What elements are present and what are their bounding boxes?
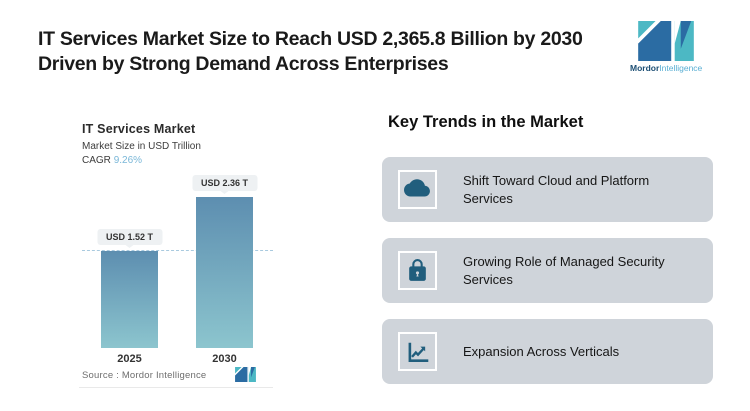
- bar-2030: [196, 197, 253, 348]
- trend-label: Expansion Across Verticals: [463, 343, 620, 359]
- chart-subtitle: Market Size in USD Trillion: [82, 141, 201, 152]
- lock-icon: [398, 251, 437, 290]
- value-label-2025: USD 1.52 T: [96, 229, 163, 245]
- mordor-m-glyph-icon: [638, 21, 694, 61]
- bar-2025: [101, 251, 158, 348]
- trend-label: Shift Toward Cloud and Platform Services: [463, 172, 650, 206]
- x-axis-label-2030: 2030: [212, 353, 237, 365]
- chart-cagr: CAGR 9.26%: [82, 155, 142, 166]
- trend-card-security: Growing Role of Managed Security Service…: [382, 238, 713, 303]
- logo-brand-light: Intelligence: [659, 63, 703, 73]
- cagr-label: CAGR: [82, 155, 111, 166]
- x-axis-label-2025: 2025: [117, 353, 142, 365]
- trend-label: Growing Role of Managed Security Service…: [463, 253, 665, 287]
- trends-heading: Key Trends in the Market: [388, 113, 584, 131]
- trend-card-cloud: Shift Toward Cloud and Platform Services: [382, 157, 713, 222]
- cagr-value: 9.26%: [113, 155, 143, 166]
- mordor-m-glyph-small-icon: [235, 367, 256, 382]
- line-chart-icon: [398, 332, 437, 371]
- bar-chart: USD 1.52 T USD 2.36 T: [82, 175, 273, 348]
- cloud-icon: [398, 170, 437, 209]
- chart-source: Source : Mordor Intelligence: [82, 370, 207, 381]
- chart-title: IT Services Market: [82, 122, 196, 136]
- page-title: IT Services Market Size to Reach USD 2,3…: [38, 28, 583, 76]
- mordor-logo-small: [235, 367, 256, 387]
- mordor-logo: MordorIntelligence: [630, 21, 702, 73]
- mordor-logo-wordmark: MordorIntelligence: [630, 63, 702, 73]
- trend-card-verticals: Expansion Across Verticals: [382, 319, 713, 384]
- value-label-2030: USD 2.36 T: [191, 175, 258, 191]
- reference-dashed-line: [82, 250, 273, 251]
- logo-brand-bold: Mordor: [630, 63, 660, 73]
- chart-bottom-divider: [79, 387, 273, 388]
